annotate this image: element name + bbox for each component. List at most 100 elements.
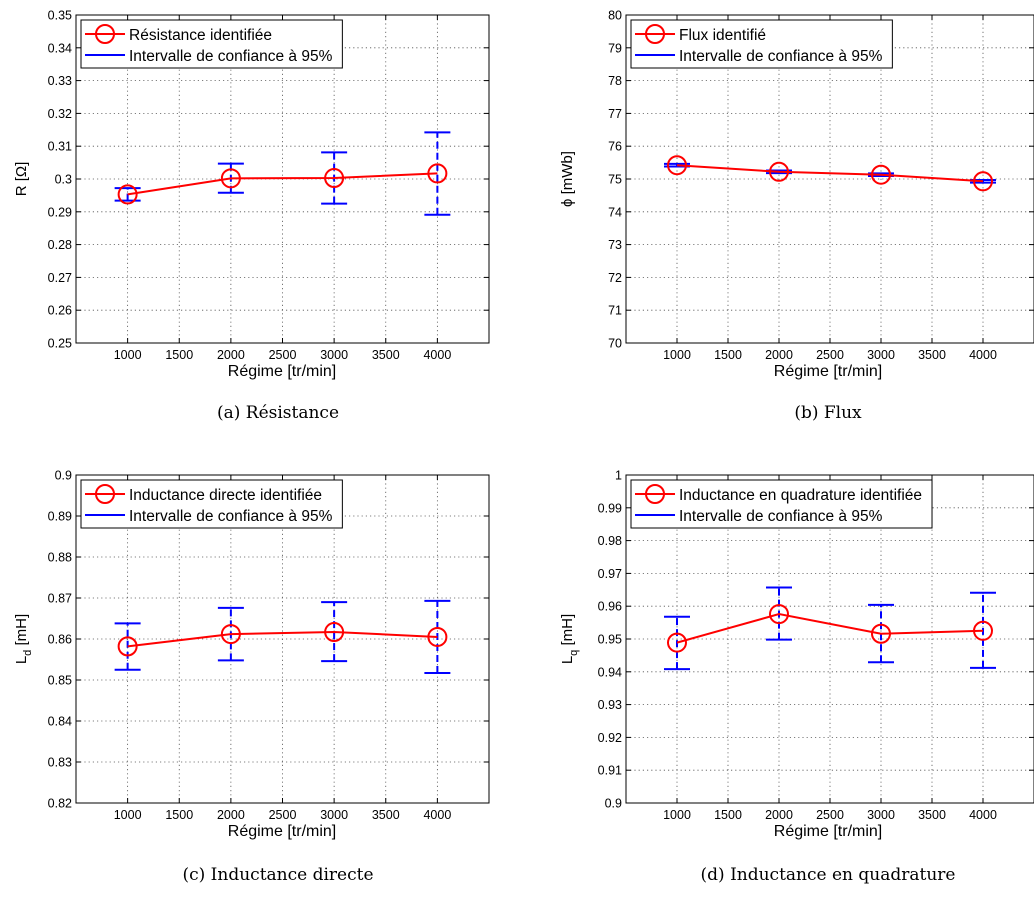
y-tick-label: 0.9: [605, 797, 622, 811]
y-axis-label: Ld [mH]: [13, 614, 34, 664]
data-layer: [114, 131, 451, 216]
y-tick-label: 1: [615, 469, 622, 483]
legend: Inductance en quadrature identifiée Inter…: [630, 479, 933, 529]
x-tick-label: 3500: [372, 348, 400, 362]
legend: Inductance directe identifiée Intervalle …: [80, 479, 343, 529]
legend-box: [80, 479, 343, 529]
y-tick-label: 0.31: [48, 140, 72, 154]
chart-panel-1: 1000 1500 2000 2500 3000 3500 4000 70 71 72 73 74 75…: [559, 9, 1034, 423]
x-tick-label: 3500: [918, 808, 946, 822]
estimate-line: [127, 172, 438, 196]
y-axis-label: R [Ω]: [13, 162, 30, 197]
legend-label-estimate: Inductance directe identifiée: [129, 487, 322, 504]
x-tick-label: 1000: [114, 348, 142, 362]
y-tick-label: 0.97: [598, 567, 622, 581]
y-axis-label-unit: [mH]: [13, 614, 30, 650]
y-tick-label: 0.94: [598, 665, 622, 679]
y-tick-label: 0.96: [598, 600, 622, 614]
x-tick-label: 1500: [165, 348, 193, 362]
estimate-point: [667, 632, 687, 653]
legend-label-interval: Intervalle de confiance à 95%: [129, 508, 333, 525]
y-tick-label: 0.33: [48, 74, 72, 88]
x-tick-label: 3000: [867, 808, 895, 822]
estimate-point: [220, 168, 241, 189]
estimate-point: [117, 636, 138, 657]
y-tick-label: 0.85: [48, 674, 72, 688]
estimate-point: [427, 163, 448, 184]
y-tick-label: 0.84: [48, 715, 72, 729]
estimate-point: [769, 161, 789, 182]
estimate-line: [127, 631, 438, 648]
x-tick-label: 2500: [816, 348, 844, 362]
x-tick-label: 2000: [765, 808, 793, 822]
y-tick-label: 71: [608, 304, 622, 318]
legend-label-estimate: Flux identifié: [679, 27, 766, 44]
legend-estimate-marker: [645, 484, 665, 504]
y-tick-label: 74: [608, 205, 622, 219]
x-tick-label: 4000: [969, 348, 997, 362]
y-tick-label: 0.25: [48, 337, 72, 351]
y-axis-label-subscript: q: [568, 650, 580, 656]
x-tick-label: 1000: [663, 348, 691, 362]
y-axis-label-main: R [Ω]: [13, 162, 30, 197]
x-tick-label: 4000: [969, 808, 997, 822]
y-tick-label: 0.32: [48, 107, 72, 121]
y-tick-label: 0.93: [598, 698, 622, 712]
y-axis-label-main: ϕ [mWb]: [559, 151, 576, 207]
y-tick-label: 0.98: [598, 534, 622, 548]
y-tick-label: 0.91: [598, 764, 622, 778]
estimate-point: [220, 624, 241, 645]
y-axis-label-unit: [mH]: [559, 614, 576, 650]
y-tick-label: 77: [608, 107, 622, 121]
y-axis-label: Lq [mH]: [559, 614, 580, 664]
data-layer: [114, 599, 451, 675]
y-tick-label: 0.35: [48, 9, 72, 23]
x-tick-label: 3500: [918, 348, 946, 362]
legend-label-interval: Intervalle de confiance à 95%: [679, 508, 883, 525]
x-tick-label: 2000: [765, 348, 793, 362]
legend-box: [80, 19, 343, 69]
estimate-point: [324, 168, 345, 189]
y-tick-label: 76: [608, 140, 622, 154]
estimate-point: [117, 184, 138, 205]
y-tick-label: 0.9: [55, 469, 72, 483]
estimate-point: [427, 626, 448, 647]
x-tick-label: 3000: [320, 808, 348, 822]
estimate-point: [769, 604, 789, 625]
y-tick-label: 0.86: [48, 633, 72, 647]
x-tick-label: 3500: [372, 808, 400, 822]
y-axis-label-subscript: d: [22, 650, 34, 656]
x-axis-label: Régime [tr/min]: [774, 363, 882, 380]
legend-label-estimate: Résistance identifiée: [129, 27, 272, 44]
y-tick-label: 0.87: [48, 592, 72, 606]
chart-caption: (a) Résistance: [217, 403, 339, 423]
x-axis-label: Régime [tr/min]: [228, 363, 336, 380]
y-tick-label: 0.83: [48, 756, 72, 770]
estimate-point: [973, 171, 993, 192]
y-tick-label: 0.99: [598, 501, 622, 515]
estimate-point: [973, 620, 993, 641]
y-tick-label: 0.29: [48, 205, 72, 219]
estimate-line: [676, 613, 984, 644]
y-tick-label: 0.28: [48, 238, 72, 252]
chart-panel-0: 1000 1500 2000 2500 3000 3500 4000 0.25 0.26 0.27…: [13, 9, 490, 423]
x-axis-label: Régime [tr/min]: [774, 823, 882, 840]
x-tick-label: 3000: [320, 348, 348, 362]
x-tick-label: 2500: [269, 348, 297, 362]
y-tick-label: 72: [608, 271, 622, 285]
x-tick-label: 3000: [867, 348, 895, 362]
estimate-point: [871, 164, 891, 185]
y-tick-label: 0.82: [48, 797, 72, 811]
legend-box: [630, 19, 893, 69]
legend: Résistance identifiée Intervalle de confi…: [80, 19, 343, 69]
x-tick-label: 2500: [816, 808, 844, 822]
y-tick-label: 80: [608, 9, 622, 23]
y-tick-label: 0.95: [598, 633, 622, 647]
y-tick-label: 0.26: [48, 304, 72, 318]
x-tick-label: 1500: [714, 348, 742, 362]
legend-label-interval: Intervalle de confiance à 95%: [129, 48, 333, 65]
legend-estimate-marker: [95, 484, 115, 504]
y-axis-label: ϕ [mWb]: [559, 151, 576, 207]
y-tick-label: 78: [608, 74, 622, 88]
